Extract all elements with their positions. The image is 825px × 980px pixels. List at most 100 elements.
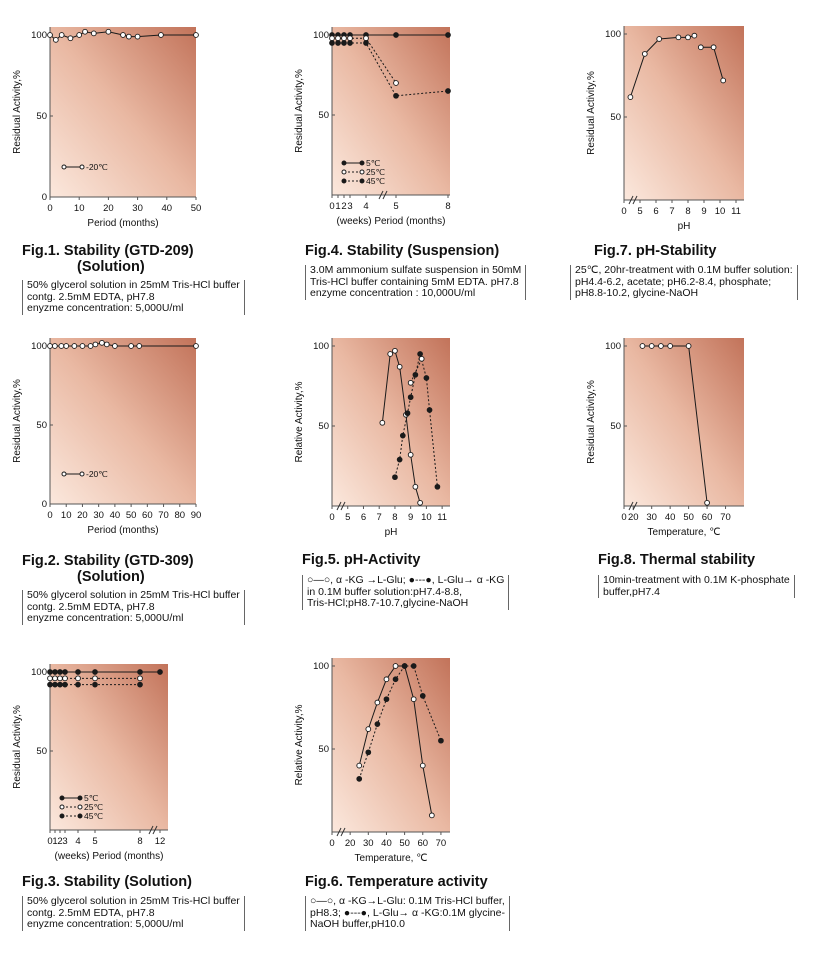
y-tick-label: 50 [36,746,47,757]
y-tick-label: 100 [31,667,47,678]
x-tick-label: 10 [74,203,85,214]
data-point [62,681,68,688]
data-point [710,44,717,51]
y-axis-title: Residual Activity,% [586,71,597,155]
x-tick-label: 80 [174,510,185,521]
x-axis-title: (weeks) Period (months) [337,216,446,227]
x-tick-label: 7 [377,512,382,523]
condition-line: enyzme concentration: 5,000U/ml [27,612,184,624]
figure-3-title: Fig.3. Stability (Solution) [22,874,192,890]
x-tick-label: 70 [158,510,169,521]
figure-4-chart: 50 100 0 1 2 3 4 5 8 (weeks) Period (months) Resid… [294,27,451,227]
legend-label: 25℃ [84,802,103,812]
data-point [434,483,441,490]
data-point [193,343,199,349]
x-tick-label: 10 [421,512,432,523]
data-point [445,88,451,94]
data-point [82,28,88,35]
data-point [410,663,417,669]
data-point [136,343,143,349]
y-axis-title: Residual Activity,% [12,705,23,789]
figure-5-title: Fig.5. pH-Activity [302,552,421,568]
y-tick-label: 50 [318,110,329,121]
data-point [399,432,406,439]
x-tick-label: 70 [436,838,447,849]
data-point [720,77,727,84]
condition-line: in 0.1M buffer solution:pH7.4-8.8, [307,585,463,598]
data-point [396,456,403,463]
legend-label: 25℃ [366,167,385,177]
axis-break [628,501,634,511]
data-point [329,35,335,42]
x-tick-label: 4 [363,201,368,212]
x-tick-label: 8 [137,836,142,847]
y-tick-label: 100 [605,341,621,352]
data-point [379,419,386,426]
y-axis-title: Residual Activity,% [586,380,597,464]
x-tick-label: 50 [191,203,202,214]
x-tick-label: 7 [669,206,674,217]
data-point [329,40,335,46]
x-tick-label: 10 [715,206,726,217]
figure-2-conditions: 50% glycerol solution in 25mM Tris-HCl b… [22,589,245,625]
figure-8-title: Fig.8. Thermal stability [598,552,756,568]
x-tick-label: 11 [731,206,741,217]
data-point [47,669,53,675]
legend-marker [61,164,67,170]
y-tick-label: 50 [610,112,621,123]
condition-line: 50% glycerol solution in 25mM Tris-HCl b… [27,279,240,291]
condition-line: pH8.8-10.2, glycine-NaOH [575,287,699,299]
data-point [697,44,704,51]
x-axis-title: Temperature, ℃ [648,527,721,538]
legend-marker [59,813,65,819]
x-axis-title: Period (months) [87,525,158,536]
x-tick-label: 11 [437,512,447,523]
data-point [428,812,435,819]
figure-7-title: Fig.7. pH-Stability [594,243,717,259]
data-point [365,726,372,732]
condition-line: 50% glycerol solution in 25mM Tris-HCl b… [27,589,240,601]
condition-line: enzyme concentration : 10,000U/ml [310,287,476,299]
axis-break [336,827,342,837]
y-tick-label: 50 [318,421,329,432]
condition-line: pH4.4-6.2, acetate; pH6.2-8.4, phosphate… [575,275,772,288]
legend-label: -20℃ [86,162,108,172]
data-point [341,35,347,42]
plot-area [332,27,450,195]
legend-label: 45℃ [366,176,385,186]
data-point [137,675,143,682]
legend-marker [359,169,365,175]
condition-line: Tris-HCl;pH8.7-10.7,glycine-NaOH [307,597,469,609]
figure-8-conditions: 10min-treatment with 0.1M K-phosphate bu… [598,574,795,598]
x-tick-label: 4 [75,836,80,847]
figure-2-subtitle: (Solution) [77,569,145,585]
data-point [685,343,692,349]
figure-5-chart: 50 100 0 5 6 7 8 9 10 11 pH Relative Activity,% [294,338,450,538]
legend-label: 45℃ [84,811,103,821]
x-tick-label: 0 [329,838,334,849]
data-point [667,343,674,349]
data-point [52,675,58,682]
condition-line: contg. 2.5mM EDTA, pH7.8 [27,600,155,613]
y-tick-label: 50 [318,744,329,755]
y-tick-label: 50 [36,420,47,431]
data-point [158,32,164,38]
condition-line: buffer,pH7.4 [603,585,661,598]
figure-3-conditions: 50% glycerol solution in 25mM Tris-HCl b… [22,895,245,931]
data-point [99,339,105,346]
x-tick-label: 0 [329,512,334,523]
data-point [363,40,369,46]
legend-marker [61,471,67,477]
y-tick-label: 50 [36,111,47,122]
data-point [627,94,634,100]
x-tick-label: 6 [653,206,658,217]
x-tick-label: 20 [628,512,639,523]
condition-line: enyzme concentration: 5,000U/ml [27,918,184,930]
axis-break [378,190,384,200]
axis-break [628,195,634,205]
data-point [92,669,98,675]
data-point [92,675,98,682]
plot-area [50,27,196,197]
axis-break [340,501,346,511]
data-point [418,355,425,362]
